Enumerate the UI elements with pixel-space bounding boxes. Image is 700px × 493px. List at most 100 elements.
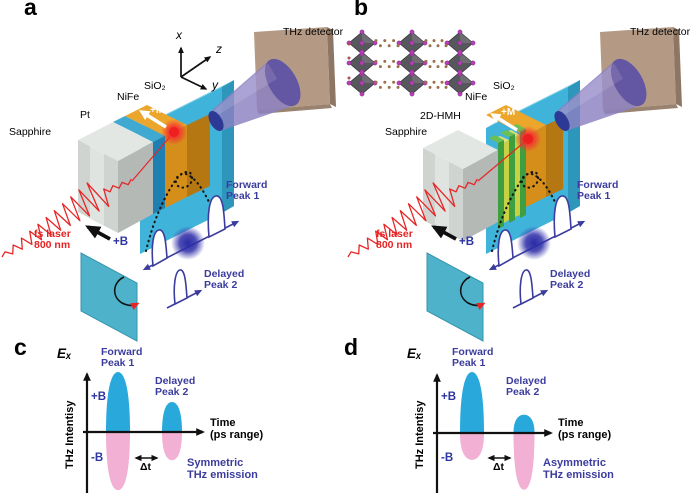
minus-b-label-d: -B	[441, 452, 454, 464]
axis-x-label: x	[176, 28, 182, 42]
hmh-molecule-structure-icon	[346, 29, 476, 97]
peak-c--B-1	[162, 432, 182, 461]
thz-pulse-forward	[207, 195, 226, 239]
thz-pulse-backward	[151, 229, 168, 268]
delayed-peak-label-c-1: Delayed	[155, 375, 196, 387]
nife-label-a: NiFe	[117, 91, 140, 103]
laser-label-b-2: 800 nm	[376, 239, 413, 251]
magnetization-label-b: +M	[501, 107, 516, 118]
magnetization-arrow	[139, 110, 167, 129]
forward-peak-label-a-1: Forward	[226, 179, 268, 191]
delayed-peak-label-b-1: Delayed	[550, 268, 591, 280]
peak-c-+B-0	[106, 372, 130, 432]
forward-peak-label-c-1: Forward	[101, 346, 143, 358]
field-label-b: +B	[459, 236, 475, 248]
delta-t-label-c: Δt	[140, 461, 152, 473]
e-field-label-c: Eₓ	[57, 346, 72, 361]
magnetization-label-a: +M	[150, 105, 165, 116]
panel-label-b: b	[354, 0, 369, 20]
laser-tail-b	[477, 113, 541, 182]
laser-waveform-icon	[1, 178, 132, 258]
sapphire-top-face	[78, 122, 153, 161]
coordinate-axes-icon	[178, 46, 212, 90]
caption-c-1: Symmetric	[187, 457, 244, 469]
panel-label-a: a	[24, 0, 37, 20]
forward-peak-label-b-1: Forward	[577, 179, 619, 191]
time-label-c-2: (ps range)	[210, 429, 264, 441]
delayed-peak-label-b-2: Peak 2	[550, 279, 584, 291]
plus-b-label-c: +B	[91, 391, 107, 403]
delayed-peak-label-d-2: Peak 2	[506, 386, 540, 398]
y-axis-label-d: THz Intentisy	[414, 400, 426, 469]
delayed-peak-label-a-1: Delayed	[204, 268, 245, 280]
plus-b-label-d: +B	[441, 391, 457, 403]
nife-label-b: NiFe	[465, 91, 488, 103]
magnetization-arrow	[490, 113, 518, 132]
axis-y-label: y	[212, 78, 218, 92]
magnetic-field-arrow	[85, 225, 111, 241]
sample-stack-b	[423, 105, 563, 241]
forward-peak-label-d-1: Forward	[452, 346, 494, 358]
thz-detector-plate-side	[327, 27, 336, 107]
time-label-d-2: (ps range)	[558, 429, 612, 441]
y-axis-label-c: THz Intentisy	[64, 400, 76, 469]
thz-detector-label-b: THz detector	[630, 26, 691, 38]
time-label-d-1: Time	[558, 417, 584, 429]
sapphire-right-face	[118, 142, 153, 233]
hmh-layer-top	[489, 135, 504, 143]
peak-d--B-1	[513, 433, 535, 490]
peak-d-+B-0	[460, 372, 484, 433]
hmh-layer	[509, 134, 515, 223]
echo-path-dashed	[144, 170, 211, 253]
minus-b-label-c: -B	[91, 452, 104, 464]
polarization-rotation-arrow	[113, 276, 140, 311]
caption-c-2: THz emission	[187, 469, 258, 481]
time-label-c-1: Time	[210, 417, 236, 429]
peak-c--B-0	[106, 432, 130, 491]
forward-peak-label-d-2: Peak 1	[452, 357, 486, 369]
caption-d-1: Asymmetric	[543, 457, 606, 469]
delayed-peak-label-d-1: Delayed	[506, 375, 547, 387]
laser-label-a-2: 800 nm	[34, 239, 71, 251]
pt-top-face	[113, 116, 165, 142]
panel-label-c: c	[14, 334, 27, 360]
panel-label-d: d	[344, 334, 359, 360]
caption-d-2: THz emission	[543, 469, 614, 481]
e-field-label-d: Eₓ	[407, 346, 422, 361]
quartz-plate	[80, 252, 138, 342]
hmh-layer	[498, 140, 504, 229]
pt-label-a: Pt	[80, 109, 90, 121]
laser-label-a-1: fs laser	[34, 228, 71, 240]
forward-peak-label-b-2: Peak 1	[577, 190, 611, 202]
thz-pulse-delayed	[173, 269, 188, 306]
laser-label-b-1: fs laser	[376, 228, 413, 240]
hmh-label-b: 2D-HMH	[420, 110, 461, 122]
sapphire-highlight	[90, 146, 104, 226]
sapphire-label-b: Sapphire	[385, 126, 428, 138]
thz-spot-icon	[171, 226, 205, 260]
nife-dark-side	[187, 114, 210, 197]
sapphire-top-face	[423, 130, 498, 169]
nife-dark-side	[546, 117, 563, 197]
delayed-peak-label-a-2: Peak 2	[204, 279, 238, 291]
cone-lens	[208, 111, 224, 131]
hmh-layer	[504, 140, 509, 223]
field-label-a: +B	[113, 236, 129, 248]
hmh-layer	[515, 135, 520, 217]
delayed-peak-label-c-2: Peak 2	[155, 386, 189, 398]
chart-d-peaks	[460, 372, 535, 490]
peak-d-+B-1	[513, 414, 535, 433]
peak-d--B-0	[460, 433, 484, 460]
sapphire-label-a: Sapphire	[9, 126, 52, 138]
axis-z-label: z	[216, 42, 222, 56]
sio2-label-a: SiO₂	[144, 80, 166, 92]
sapphire-right-face	[463, 150, 498, 241]
collection-cone-icon	[208, 58, 301, 131]
emission-group	[1, 58, 301, 342]
chart-d-axes	[433, 373, 553, 493]
pt-front-face	[153, 136, 165, 214]
delta-t-label-d: Δt	[493, 461, 505, 473]
forward-peak-label-a-2: Peak 1	[226, 190, 260, 202]
